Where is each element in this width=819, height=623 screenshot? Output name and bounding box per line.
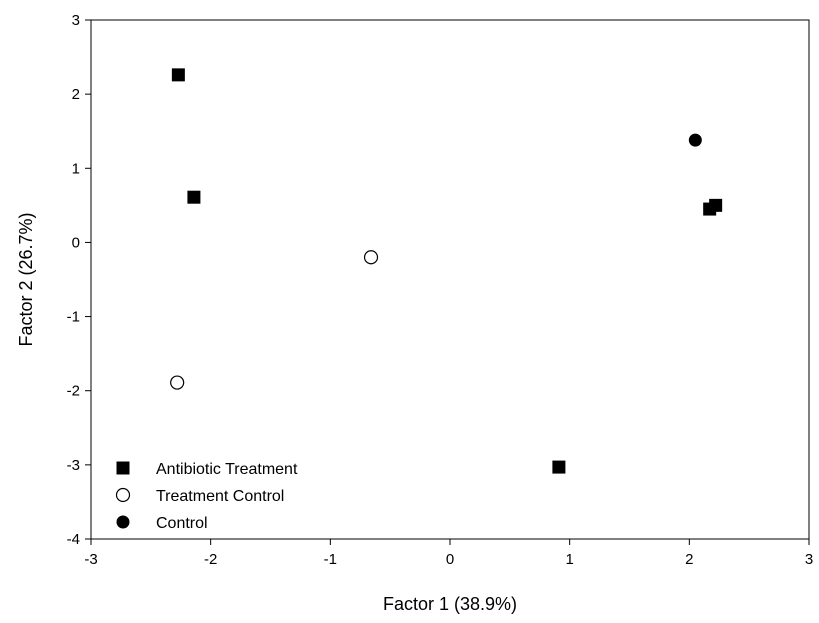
data-point	[171, 68, 185, 82]
data-point	[187, 190, 201, 204]
y-tick-label: -1	[67, 309, 80, 326]
x-tick-label: -1	[324, 551, 337, 568]
y-tick-label: -2	[67, 383, 80, 400]
data-point	[709, 198, 723, 212]
legend-marker	[115, 487, 131, 503]
x-tick-label: 2	[685, 551, 693, 568]
y-tick-label: -3	[67, 457, 80, 474]
x-tick-label: 0	[446, 551, 454, 568]
x-axis: -3 -2 -1 0 1 2 3	[84, 539, 813, 568]
y-tick-label: -4	[67, 531, 80, 548]
y-tick-label: 2	[72, 86, 80, 103]
y-axis-title: Factor 2 (26.7%)	[16, 212, 36, 346]
x-axis-title: Factor 1 (38.9%)	[383, 594, 517, 614]
x-tick-label: 1	[565, 551, 573, 568]
x-tick-label: 3	[805, 551, 813, 568]
x-tick-label: -3	[84, 551, 97, 568]
legend-item-label: Antibiotic Treatment	[156, 461, 298, 478]
legend-item-label: Control	[156, 515, 208, 532]
data-point	[363, 250, 379, 265]
y-axis: 3 2 1 0 -1 -2 -3 -4	[67, 12, 91, 548]
legend-marker	[116, 515, 130, 529]
data-point	[688, 133, 702, 147]
legend-item-label: Treatment Control	[156, 488, 284, 505]
x-tick-label: -2	[204, 551, 217, 568]
y-tick-label: 3	[72, 12, 80, 29]
data-points	[170, 68, 723, 474]
legend-marker	[116, 461, 130, 475]
y-tick-label: 1	[72, 160, 80, 177]
data-point	[170, 375, 185, 390]
y-tick-label: 0	[72, 234, 80, 251]
data-point	[552, 460, 566, 474]
legend: Antibiotic Treatment Treatment Control Con…	[115, 461, 298, 532]
